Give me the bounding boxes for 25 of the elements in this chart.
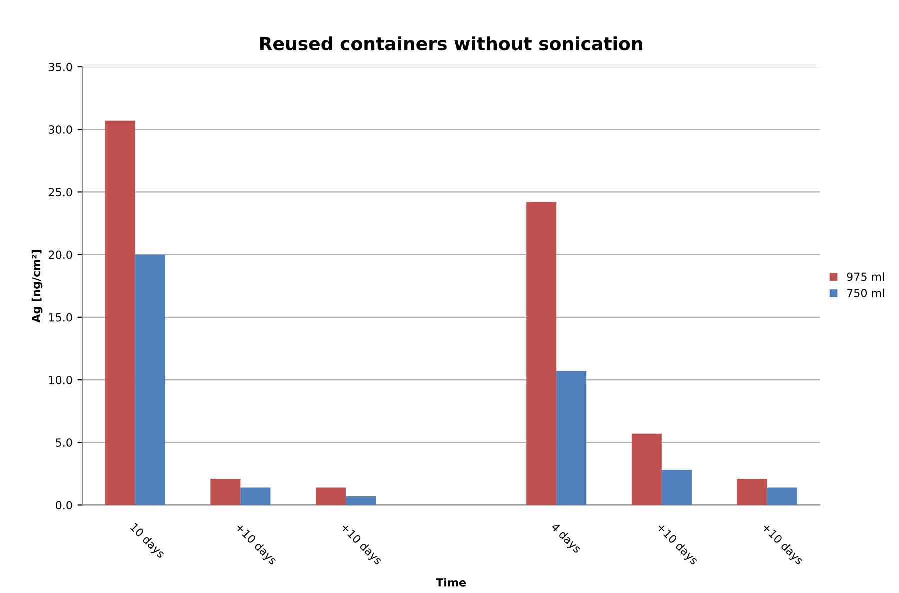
y-tick-label: 30.0 [49, 126, 72, 134]
y-tick-label: 25.0 [49, 188, 72, 197]
y-tick-label: 20.0 [49, 250, 72, 260]
bar [556, 371, 587, 506]
chart-title: Reused containers without sonication [260, 36, 642, 51]
x-axis-title: Time [436, 578, 466, 587]
legend-label: 975 ml [847, 272, 884, 282]
bar [316, 488, 346, 506]
bar [526, 202, 557, 506]
bar [105, 120, 136, 506]
y-tick-label: 15.0 [49, 313, 72, 322]
bar [135, 254, 166, 506]
y-tick-label: 10.0 [49, 376, 72, 384]
bar [346, 496, 376, 506]
y-tick-label: 35.0 [49, 62, 72, 72]
bar [767, 488, 798, 506]
bar [737, 478, 768, 506]
bar [210, 478, 241, 506]
bar [240, 488, 271, 506]
y-tick-label: 5.0 [56, 438, 72, 448]
y-tick-label: 0.0 [56, 501, 72, 510]
bar [662, 470, 692, 506]
bar [632, 434, 662, 506]
y-axis-title: Ag [ng/cm²] [32, 250, 43, 323]
legend-label: 750 ml [847, 288, 884, 298]
